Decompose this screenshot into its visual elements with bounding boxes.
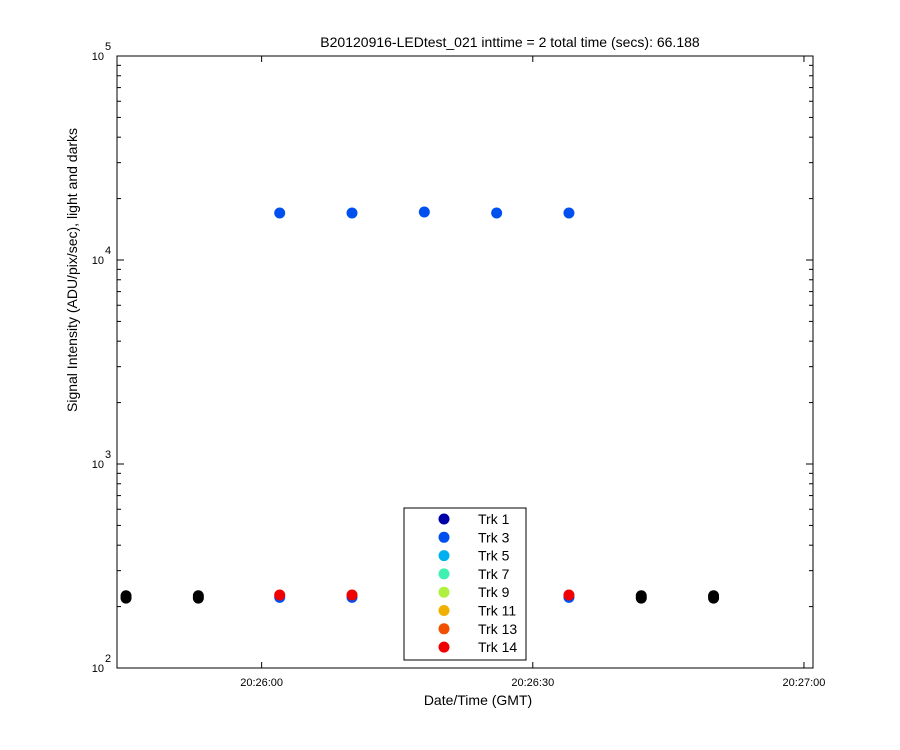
y-tick-label: 10 <box>92 459 104 471</box>
x-axis-title: Date/Time (GMT) <box>424 692 532 708</box>
data-point <box>563 589 575 601</box>
data-point <box>418 206 430 218</box>
legend-label: Trk 14 <box>478 639 517 655</box>
data-point <box>192 590 204 602</box>
legend-box <box>403 507 527 661</box>
data-point <box>708 590 720 602</box>
legend: Trk 1 Trk 3 Trk 5 Trk 7 Trk 9 Trk 11 Trk 13 Trk… <box>403 507 527 661</box>
legend-marker <box>438 605 450 616</box>
legend-label: Trk 9 <box>478 584 510 600</box>
y-tick-exponent: 3 <box>105 449 111 461</box>
legend-label: Trk 3 <box>478 529 510 545</box>
y-tick-exponent: 4 <box>105 245 111 257</box>
data-point <box>563 207 575 219</box>
x-tick-label: 20:26:00 <box>240 677 283 689</box>
y-tick-label: 10 <box>92 255 104 267</box>
x-tick-label: 20:27:00 <box>783 677 826 689</box>
legend-marker <box>438 568 450 580</box>
legend-label: Trk 7 <box>478 566 510 582</box>
data-point <box>120 590 132 602</box>
plot-area <box>116 55 814 669</box>
y-tick-exponent: 2 <box>105 653 111 665</box>
legend-label: Trk 5 <box>478 548 510 564</box>
data-point <box>346 589 358 601</box>
data-point <box>635 590 647 602</box>
y-tick-label: 10 <box>92 51 104 63</box>
legend-marker <box>438 531 450 543</box>
legend-marker <box>438 641 450 653</box>
data-point <box>274 589 286 601</box>
legend-marker <box>438 623 450 635</box>
data-point <box>491 207 503 219</box>
y-axis-title: Signal Intensity (ADU/pix/sec), light an… <box>64 128 80 412</box>
y-tick-label: 10 <box>92 663 104 675</box>
legend-label: Trk 13 <box>478 621 517 637</box>
chart-title: B20120916-LEDtest_021 inttime = 2 total … <box>320 34 700 50</box>
data-point <box>346 207 358 219</box>
data-points <box>120 206 720 604</box>
legend-label: Trk 1 <box>478 511 510 527</box>
legend-marker <box>438 513 450 525</box>
legend-label: Trk 11 <box>478 603 516 619</box>
data-point <box>274 207 286 219</box>
legend-marker <box>438 550 450 562</box>
x-tick-label: 20:26:30 <box>511 677 554 689</box>
y-tick-exponent: 5 <box>105 41 111 53</box>
legend-marker <box>438 586 450 598</box>
